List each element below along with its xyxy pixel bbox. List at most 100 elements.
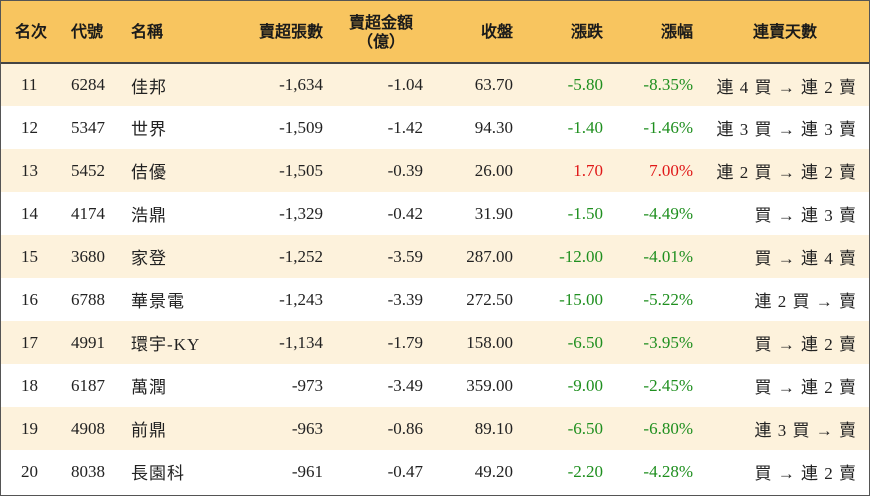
- cell-net-sell-lots: -961: [291, 461, 323, 481]
- cell-close: 359.00: [466, 375, 513, 395]
- cell-net-sell-lots: -973: [291, 375, 323, 395]
- cell-rank: 11: [21, 75, 38, 94]
- table-row: 13 5452 佶優 -1,505 -0.39 26.00 1.70 7.00% 連 2 買 →…: [1, 149, 869, 192]
- cell-streak: 連 3 買 → 連 3 賣: [716, 120, 857, 139]
- cell-rank: 19: [21, 418, 38, 438]
- cell-streak: 連 2 買 → 賣: [754, 292, 857, 311]
- cell-net-sell-lots: -1,509: [279, 117, 323, 137]
- cell-net-sell-amount: -1.79: [387, 332, 423, 352]
- cell-code: 4174: [71, 203, 105, 223]
- header-net-sell-amount-line2: （億）: [356, 31, 405, 51]
- cell-change: -2.20: [567, 461, 603, 481]
- cell-name: 浩鼎: [131, 206, 167, 225]
- cell-code: 5452: [71, 160, 105, 180]
- cell-rank: 15: [21, 246, 38, 266]
- cell-net-sell-lots: -1,134: [279, 332, 323, 352]
- cell-change-pct: -5.22%: [643, 289, 693, 309]
- cell-net-sell-amount: -0.47: [387, 461, 423, 481]
- header-change-pct: 漲幅: [611, 1, 701, 64]
- cell-streak: 連 4 買 → 連 2 賣: [716, 77, 857, 97]
- cell-close: 94.30: [474, 117, 513, 137]
- cell-change: -5.80: [567, 75, 603, 94]
- cell-change: -1.40: [567, 117, 603, 137]
- cell-change: -6.50: [567, 332, 603, 352]
- cell-rank: 12: [21, 117, 38, 137]
- cell-rank: 18: [21, 375, 38, 395]
- cell-change: -9.00: [567, 375, 603, 395]
- header-rank: 名次: [1, 1, 61, 64]
- cell-streak: 買 → 連 2 賣: [754, 335, 857, 354]
- cell-streak: 買 → 連 3 賣: [754, 206, 857, 225]
- cell-change-pct: -4.01%: [643, 246, 693, 266]
- cell-close: 158.00: [466, 332, 513, 352]
- cell-close: 89.10: [474, 418, 513, 438]
- cell-change: -15.00: [559, 289, 603, 309]
- cell-rank: 16: [21, 289, 38, 309]
- table-row: 19 4908 前鼎 -963 -0.86 89.10 -6.50 -6.80% 連 3 買 →…: [1, 407, 869, 450]
- cell-streak: 買 → 連 2 賣: [754, 378, 857, 397]
- table-row: 17 4991 環宇-KY -1,134 -1.79 158.00 -6.50 -3.95% 買…: [1, 321, 869, 364]
- table-row: 14 4174 浩鼎 -1,329 -0.42 31.90 -1.50 -4.49% 買 → 連…: [1, 192, 869, 235]
- table-row: 20 8038 長園科 -961 -0.47 49.20 -2.20 -4.28% 買 → 連 …: [1, 450, 869, 493]
- cell-name: 萬潤: [131, 378, 167, 397]
- cell-code: 5347: [71, 117, 105, 137]
- cell-change-pct: -2.45%: [643, 375, 693, 395]
- cell-rank: 13: [21, 160, 38, 180]
- table-row: 12 5347 世界 -1,509 -1.42 94.30 -1.40 -1.46% 連 3 買…: [1, 106, 869, 149]
- cell-net-sell-amount: -3.39: [387, 289, 423, 309]
- cell-change-pct: -1.46%: [643, 117, 693, 137]
- cell-net-sell-lots: -1,634: [279, 75, 323, 94]
- cell-change-pct: -8.35%: [643, 75, 693, 94]
- cell-close: 287.00: [466, 246, 513, 266]
- cell-close: 272.50: [466, 289, 513, 309]
- cell-code: 4991: [71, 332, 105, 352]
- cell-close: 26.00: [474, 160, 513, 180]
- cell-rank: 17: [21, 332, 38, 352]
- cell-rank: 14: [21, 203, 38, 223]
- table-row: 18 6187 萬潤 -973 -3.49 359.00 -9.00 -2.45% 買 → 連 …: [1, 364, 869, 407]
- cell-streak: 連 3 買 → 賣: [754, 421, 857, 440]
- cell-change-pct: -4.28%: [643, 461, 693, 481]
- cell-rank: 20: [21, 461, 38, 481]
- header-streak: 連賣天數: [701, 1, 869, 64]
- cell-net-sell-amount: -3.59: [387, 246, 423, 266]
- cell-net-sell-amount: -0.42: [387, 203, 423, 223]
- cell-name: 環宇-KY: [131, 335, 201, 354]
- cell-net-sell-lots: -1,243: [279, 289, 323, 309]
- cell-name: 佶優: [131, 163, 167, 182]
- cell-net-sell-amount: -3.49: [387, 375, 423, 395]
- cell-streak: 買 → 連 2 賣: [754, 464, 857, 483]
- cell-net-sell-amount: -1.42: [387, 117, 423, 137]
- cell-code: 8038: [71, 461, 105, 481]
- table-row: 11 6284 佳邦 -1,634 -1.04 63.70 -5.80 -8.35% 連 4 買…: [1, 63, 869, 106]
- header-net-sell-amount-line1: 賣超金額: [348, 12, 413, 32]
- table-row: 15 3680 家登 -1,252 -3.59 287.00 -12.00 -4.01% 買 →…: [1, 235, 869, 278]
- table-body: 11 6284 佳邦 -1,634 -1.04 63.70 -5.80 -8.35% 連 4 買…: [1, 63, 869, 493]
- cell-change-pct: -3.95%: [643, 332, 693, 352]
- cell-code: 6284: [71, 75, 105, 94]
- header-net-sell-amount: 賣超金額 （億）: [331, 1, 431, 64]
- cell-change-pct: -6.80%: [643, 418, 693, 438]
- table-header: 名次 代號 名稱 賣超張數 賣超金額 （億） 收盤 漲跌 漲幅 連賣天數: [1, 1, 869, 64]
- cell-name: 佳邦: [131, 77, 167, 97]
- header-change: 漲跌: [521, 1, 611, 64]
- cell-code: 6788: [71, 289, 105, 309]
- cell-name: 前鼎: [131, 421, 167, 440]
- cell-net-sell-lots: -963: [291, 418, 323, 438]
- cell-change: -1.50: [567, 203, 603, 223]
- cell-change-pct: 7.00%: [649, 160, 693, 180]
- cell-close: 49.20: [474, 461, 513, 481]
- cell-name: 家登: [131, 249, 167, 268]
- cell-code: 4908: [71, 418, 105, 438]
- cell-change: -12.00: [559, 246, 603, 266]
- cell-name: 世界: [131, 120, 167, 139]
- cell-code: 6187: [71, 375, 105, 395]
- cell-name: 華景電: [131, 292, 185, 311]
- cell-close: 31.90: [474, 203, 513, 223]
- table-row: 16 6788 華景電 -1,243 -3.39 272.50 -15.00 -5.22% 連 …: [1, 278, 869, 321]
- cell-change: -6.50: [567, 418, 603, 438]
- cell-change: 1.70: [573, 160, 603, 180]
- cell-net-sell-lots: -1,329: [279, 203, 323, 223]
